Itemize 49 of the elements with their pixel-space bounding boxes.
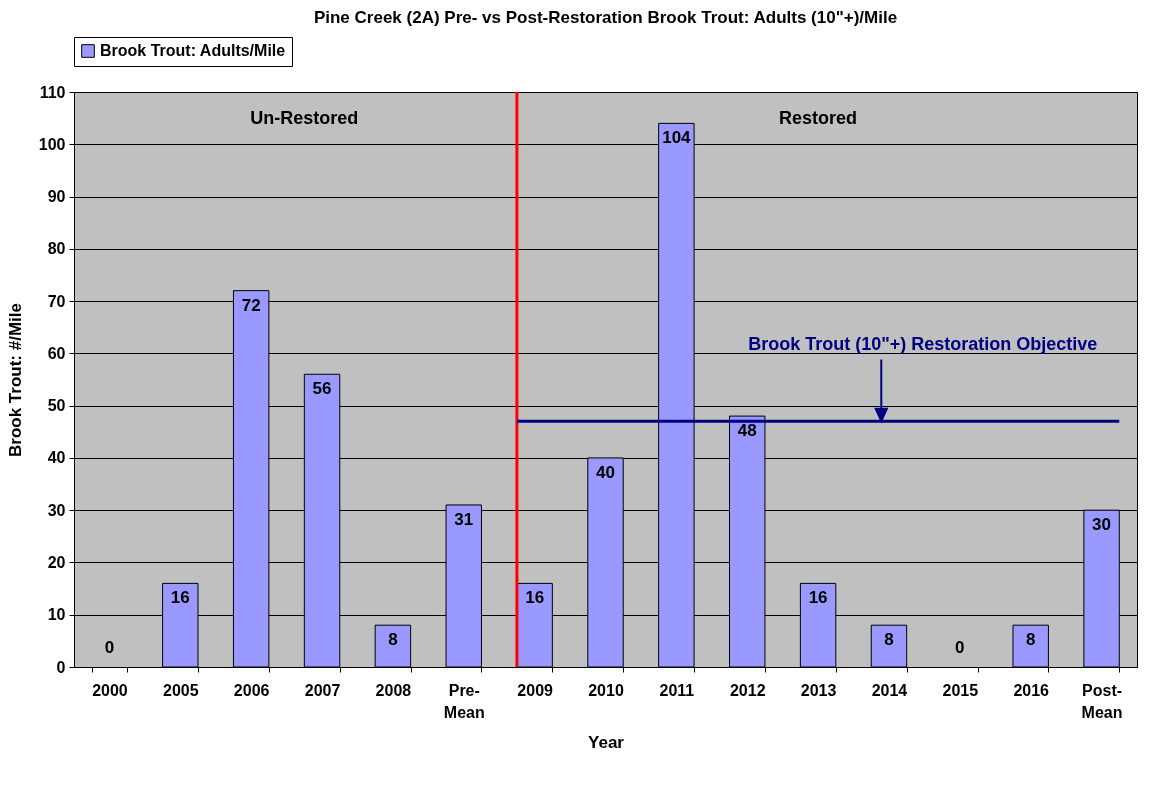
- y-tick-label: 50: [47, 397, 66, 415]
- y-tick-label: 80: [47, 240, 66, 258]
- data-label: 104: [662, 128, 692, 148]
- x-tick-label: 2011: [659, 681, 695, 699]
- x-tick-label: 2006: [233, 681, 270, 699]
- x-tick-label: 2014: [871, 681, 908, 699]
- x-tick-label: 2016: [1013, 681, 1050, 699]
- data-label: 0: [104, 638, 115, 657]
- chart-title: Pine Creek (2A) Pre- vs Post-Restoration Brook Trout: Adults (10"+)/Mile: [313, 7, 898, 27]
- annotation: Restored: [779, 108, 858, 128]
- data-label: 16: [525, 588, 545, 608]
- data-label: 72: [241, 295, 261, 315]
- y-tick-label: 100: [38, 135, 66, 153]
- data-label: 40: [596, 462, 615, 482]
- x-axis-title: Year: [588, 732, 625, 752]
- y-axis-title: Brook Trout: #/Mile: [5, 303, 25, 457]
- x-tick-label: 2015: [942, 681, 979, 699]
- data-label: 8: [884, 630, 894, 650]
- ref-line-label: Brook Trout (10"+) Restoration Objective: [748, 334, 1098, 355]
- x-tick-label: 2005: [163, 681, 199, 699]
- x-tick-label: 2012: [729, 681, 766, 699]
- legend-label: Brook Trout: Adults/Mile: [100, 42, 286, 59]
- x-tick-label: 2009: [517, 681, 554, 699]
- data-label: 31: [454, 509, 474, 529]
- data-label: 56: [312, 379, 332, 399]
- data-label: 16: [170, 588, 190, 608]
- x-tick-label: 2007: [304, 681, 341, 699]
- data-label: 48: [737, 421, 757, 441]
- y-tick-label: 10: [47, 606, 66, 624]
- data-label: 8: [388, 630, 398, 650]
- y-tick-label: 20: [47, 553, 66, 571]
- y-tick-label: 0: [56, 658, 66, 676]
- y-tick-label: 90: [47, 188, 66, 206]
- data-label: 30: [1092, 515, 1112, 535]
- x-tick-label: Post- Mean: [1081, 681, 1123, 721]
- x-tick-label: 2013: [800, 681, 837, 699]
- annotation: Un-Restored: [250, 108, 359, 128]
- y-tick-label: 70: [47, 292, 66, 310]
- data-label: 16: [808, 588, 828, 608]
- y-tick-label: 110: [39, 83, 66, 101]
- x-tick-label: 2000: [92, 681, 128, 699]
- x-tick-label: 2008: [375, 681, 412, 699]
- data-label: 8: [1025, 630, 1036, 650]
- data-label: 0: [955, 638, 965, 657]
- x-tick-label: Pre- Mean: [443, 681, 485, 721]
- y-tick-label: 40: [47, 449, 66, 467]
- x-tick-label: 2010: [588, 681, 624, 699]
- y-tick-label: 60: [47, 344, 66, 362]
- y-tick-label: 30: [47, 501, 66, 519]
